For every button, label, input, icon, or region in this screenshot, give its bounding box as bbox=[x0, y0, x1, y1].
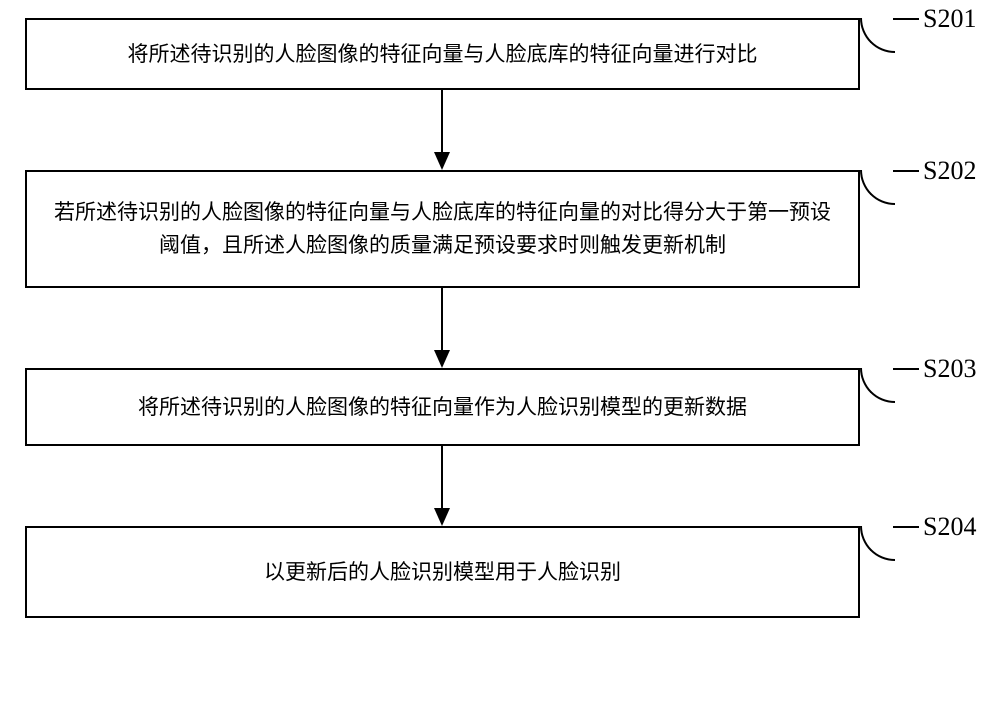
leader-line bbox=[893, 170, 919, 172]
flow-step-text: 将所述待识别的人脸图像的特征向量作为人脸识别模型的更新数据 bbox=[118, 385, 767, 430]
flow-arrowhead bbox=[434, 350, 450, 368]
flow-step-text: 将所述待识别的人脸图像的特征向量与人脸底库的特征向量进行对比 bbox=[108, 32, 778, 77]
flow-edge bbox=[441, 288, 443, 350]
flow-arrowhead bbox=[434, 508, 450, 526]
flow-step-text: 若所述待识别的人脸图像的特征向量与人脸底库的特征向量的对比得分大于第一预设阈值，… bbox=[27, 190, 858, 267]
step-label-s204: S204 bbox=[923, 512, 976, 542]
step-label-s201: S201 bbox=[923, 4, 976, 34]
flow-step-s204: 以更新后的人脸识别模型用于人脸识别 bbox=[25, 526, 860, 618]
leader-line bbox=[860, 18, 895, 53]
step-label-s203: S203 bbox=[923, 354, 976, 384]
flow-arrowhead bbox=[434, 152, 450, 170]
flow-step-s202: 若所述待识别的人脸图像的特征向量与人脸底库的特征向量的对比得分大于第一预设阈值，… bbox=[25, 170, 860, 288]
flow-edge bbox=[441, 446, 443, 508]
flow-step-s201: 将所述待识别的人脸图像的特征向量与人脸底库的特征向量进行对比 bbox=[25, 18, 860, 90]
flowchart-container: 将所述待识别的人脸图像的特征向量与人脸底库的特征向量进行对比 S201 若所述待… bbox=[25, 18, 975, 618]
step-label-s202: S202 bbox=[923, 156, 976, 186]
leader-line bbox=[860, 368, 895, 403]
leader-line bbox=[860, 526, 895, 561]
leader-line bbox=[893, 526, 919, 528]
flow-step-s203: 将所述待识别的人脸图像的特征向量作为人脸识别模型的更新数据 bbox=[25, 368, 860, 446]
leader-line bbox=[860, 170, 895, 205]
flow-edge bbox=[441, 90, 443, 152]
flow-step-text: 以更新后的人脸识别模型用于人脸识别 bbox=[244, 550, 641, 595]
leader-line bbox=[893, 18, 919, 20]
leader-line bbox=[893, 368, 919, 370]
